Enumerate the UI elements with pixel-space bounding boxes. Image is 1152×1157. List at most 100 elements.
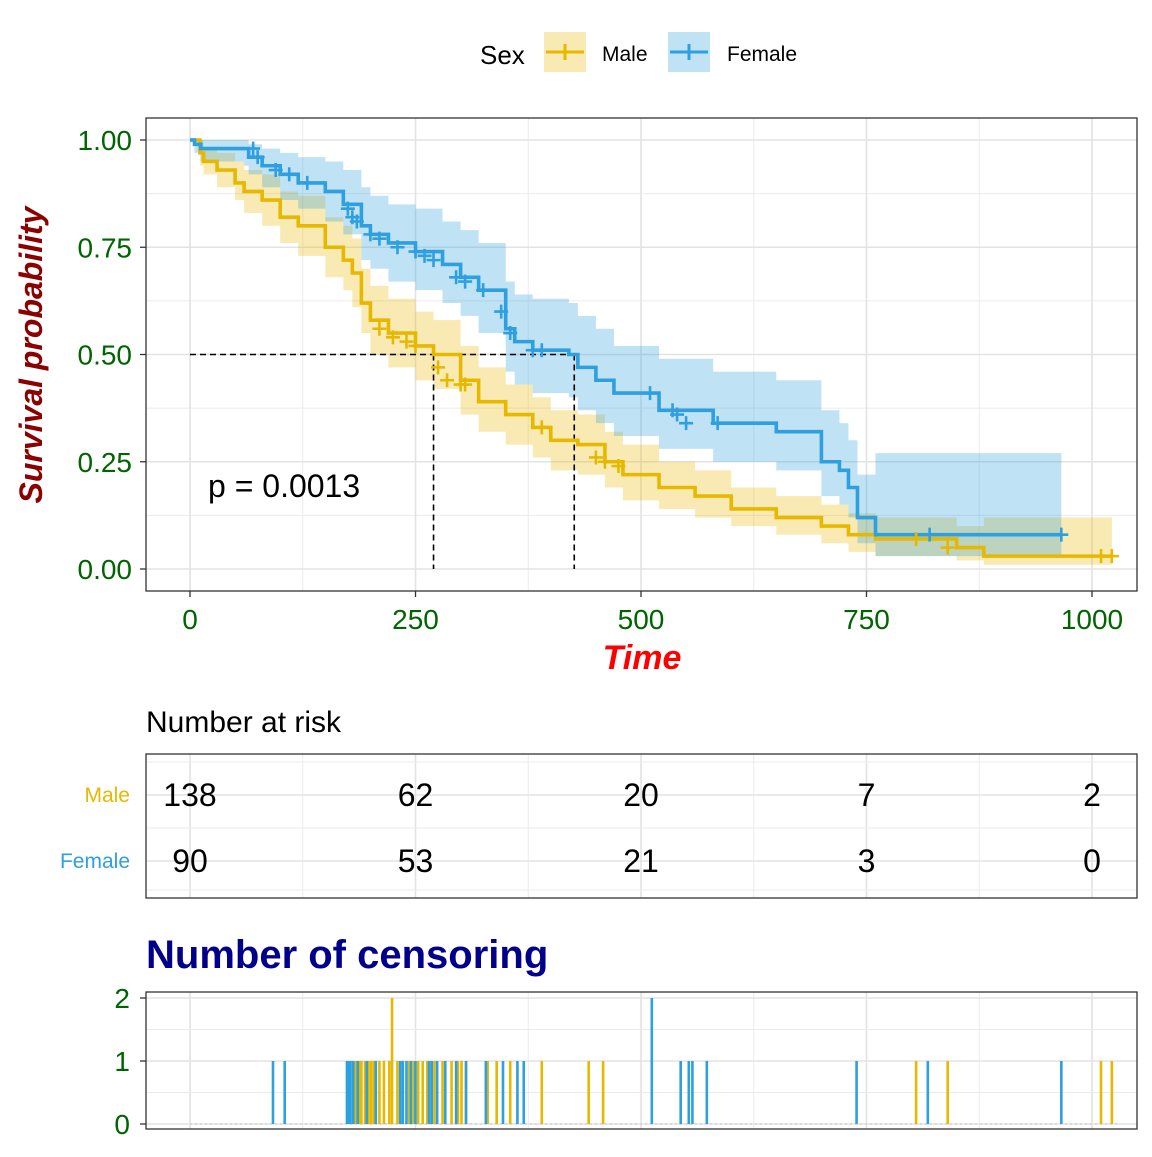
censor-bar-female [679, 1061, 682, 1124]
censor-bar-female [345, 1061, 349, 1124]
censor-mark-male [534, 420, 549, 435]
censor-bar-male [390, 998, 394, 1124]
censor-bar-male [407, 1061, 411, 1124]
censor-mark-female [670, 407, 685, 422]
censor-mark-male [597, 454, 612, 469]
censor-y-tick-label: 0 [114, 1109, 130, 1140]
km-censor-marks [246, 141, 1119, 564]
censor-y-tick-label: 2 [114, 983, 130, 1014]
risk-cell-female: 90 [172, 843, 208, 879]
censor-y-tick-labels: 0 1 2 [114, 983, 146, 1140]
censor-mark-male [440, 373, 455, 388]
km-y-tick-labels: 0.00 0.25 0.50 0.75 1.00 [78, 125, 146, 585]
y-axis-title: Survival probability [13, 204, 49, 503]
censor-gridlines [146, 992, 1137, 1129]
censor-bar-male [367, 1061, 370, 1124]
censor-mark-female [390, 240, 405, 255]
censor-bar-female [398, 1061, 402, 1124]
censor-bar-male [587, 1061, 590, 1124]
censor-mark-female [679, 416, 694, 431]
censor-bar-female [855, 1061, 858, 1124]
censor-mark-female [476, 283, 491, 298]
km-y-tick-label: 0.25 [78, 447, 133, 478]
censor-mark-female [503, 326, 518, 341]
censor-mark-female [246, 141, 261, 156]
km-median-lines [190, 353, 576, 569]
censor-bar-male [441, 1061, 444, 1124]
censor-mark-female [710, 416, 725, 431]
censor-bar-female [516, 1061, 519, 1124]
km-x-tick-label: 250 [392, 604, 439, 635]
censor-bar-female [926, 1061, 930, 1124]
censor-mark-female [340, 201, 355, 216]
censor-bar-female [401, 1061, 405, 1124]
risk-cell-female: 0 [1083, 843, 1101, 879]
censor-bar-female [283, 1061, 287, 1124]
censor-mark-female [449, 270, 464, 285]
km-plot: 0.00 0.25 0.50 0.75 1.00 0 250 500 750 1000 p = … [13, 117, 1138, 677]
censor-mark-male [940, 540, 955, 555]
censor-bar-male [601, 1061, 605, 1124]
censor-bar-male [372, 1061, 376, 1124]
censor-mark-male [458, 377, 473, 392]
censor-bar-female [484, 1061, 488, 1124]
censor-bar-male [433, 1061, 436, 1124]
censor-mark-female [349, 214, 364, 229]
censor-bar-male [460, 1061, 463, 1124]
censor-bar-female [705, 1061, 709, 1124]
censor-bar-female [691, 1061, 694, 1124]
km-x-tick-label: 0 [182, 604, 198, 635]
censor-bar-male [353, 1061, 357, 1124]
censor-bar-male [914, 1061, 918, 1124]
censor-bar-female [347, 1061, 351, 1124]
km-y-tick-label: 1.00 [78, 125, 133, 156]
censor-bar-female [356, 1061, 360, 1124]
censor-bars [190, 998, 1120, 1125]
risk-cell-female: 21 [623, 843, 659, 879]
censor-mark-female [372, 231, 387, 246]
censor-bar-male [456, 1061, 460, 1124]
censor-mark-male [399, 334, 414, 349]
censor-bar-female [687, 1061, 691, 1124]
censor-mark-female [426, 253, 441, 268]
censor-mark-female [408, 244, 423, 259]
censor-mark-female [300, 175, 315, 190]
risk-cell-male: 20 [623, 777, 659, 813]
risk-cell-male: 62 [398, 777, 434, 813]
censor-bar-male [363, 1061, 367, 1124]
censor-bar-male [416, 1061, 420, 1124]
censor-mark-female [363, 227, 378, 242]
censor-bar-male [1110, 1061, 1114, 1124]
censor-bar-female [365, 1061, 369, 1124]
censor-bar-female [414, 1061, 417, 1124]
risk-table: Number at risk 138 62 20 7 2 90 53 21 3 0 Male Fem… [60, 706, 1138, 899]
censor-bar-female [501, 1061, 505, 1124]
risk-table-gridlines [146, 754, 1137, 898]
censor-bar-male [388, 1061, 391, 1124]
censor-mark-female [643, 386, 658, 401]
censor-bar-male [508, 1061, 512, 1124]
censor-bar-male [370, 1061, 373, 1124]
censor-bar-male [421, 1061, 425, 1124]
censor-mark-male [385, 330, 400, 345]
risk-table-cells: 138 62 20 7 2 90 53 21 3 0 [163, 777, 1101, 879]
censor-mark-male [611, 459, 626, 474]
legend: Sex Male Female [480, 32, 797, 72]
censor-bar-male [396, 1061, 399, 1124]
censor-bar-female [427, 1061, 431, 1124]
risk-cell-female: 53 [398, 843, 434, 879]
km-gridlines [146, 118, 1137, 591]
censor-plot: Number of censoring 0 1 2 [114, 933, 1138, 1140]
censor-bar-male [412, 1061, 415, 1124]
risk-cell-male: 7 [858, 777, 876, 813]
risk-row-label-female: Female [60, 850, 130, 873]
censor-mark-male [588, 450, 603, 465]
censor-bar-female [522, 1061, 526, 1124]
risk-table-border [145, 753, 1138, 899]
risk-table-row-labels: Male Female [60, 784, 130, 873]
km-x-tick-label: 1000 [1061, 604, 1123, 635]
censor-bar-male [946, 1061, 949, 1124]
risk-cell-male: 138 [163, 777, 216, 813]
censor-bar-male [486, 1061, 489, 1124]
